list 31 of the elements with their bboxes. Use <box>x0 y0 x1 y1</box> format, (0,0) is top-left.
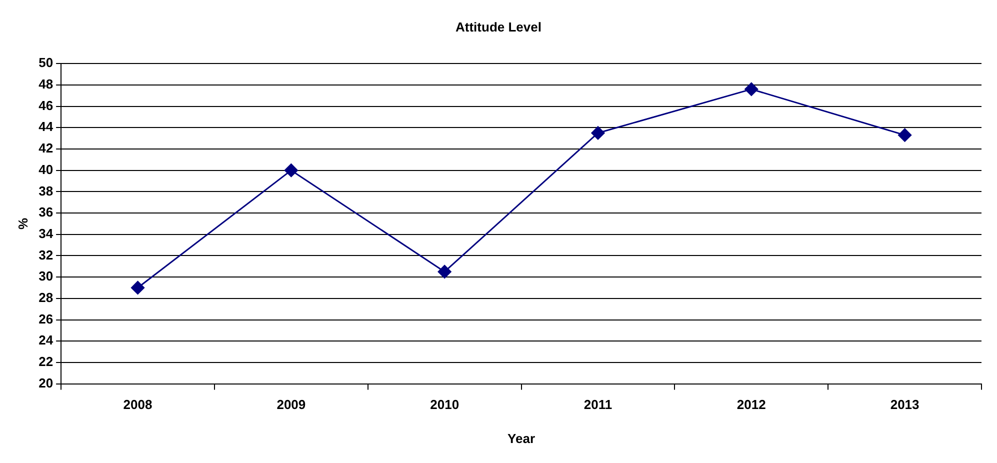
y-tick-label: 40 <box>38 162 54 177</box>
x-tick-label: 2011 <box>584 397 612 412</box>
x-axis-title: Year <box>508 430 536 446</box>
y-tick-label: 26 <box>38 311 54 326</box>
y-tick-label: 22 <box>38 354 54 370</box>
point <box>131 280 145 294</box>
y-tick-label: 36 <box>38 204 54 220</box>
x-tick-label: 2013 <box>890 397 920 412</box>
chart-title: Attitude Level <box>456 19 542 34</box>
y-tick-label: 30 <box>38 268 54 284</box>
point <box>744 82 758 96</box>
y-tick-label: 28 <box>38 290 54 305</box>
x-tick-label: 2012 <box>736 397 766 412</box>
point <box>591 126 605 140</box>
point <box>898 128 912 142</box>
y-tick-label: 44 <box>38 119 54 134</box>
x-tick-label: 2010 <box>430 397 460 412</box>
y-tick-label: 24 <box>38 332 54 348</box>
y-tick-label: 50 <box>38 55 54 70</box>
y-tick-label: 34 <box>38 226 54 241</box>
y-tick-label: 20 <box>38 375 54 390</box>
y-tick-label: 38 <box>38 183 54 198</box>
y-tick-label: 48 <box>38 76 54 92</box>
point <box>284 164 298 178</box>
x-tick-label: 2008 <box>123 397 152 412</box>
x-tick-label: 2009 <box>276 397 306 412</box>
point <box>438 264 452 278</box>
y-tick-label: 42 <box>38 140 54 156</box>
y-tick-label: 32 <box>38 247 54 262</box>
y-axis-title: % <box>15 217 30 230</box>
y-tick-label: 46 <box>38 98 54 113</box>
